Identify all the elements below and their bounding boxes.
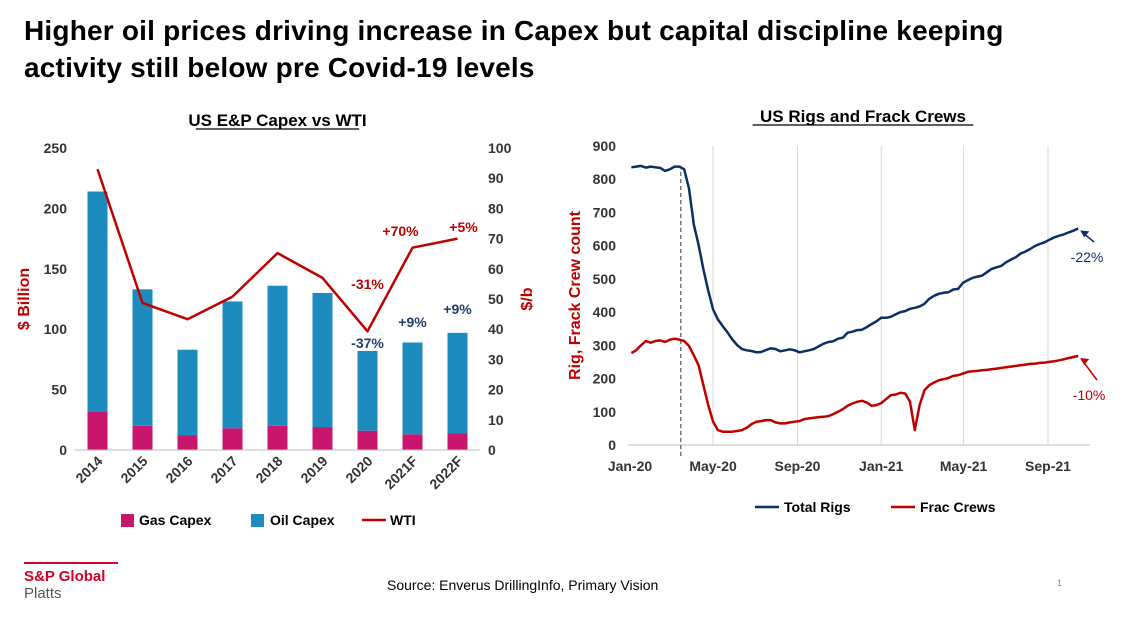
- x-tick-label: May-20: [689, 458, 737, 474]
- wti-2020-change-label: -31%: [351, 276, 384, 292]
- legend-wti-label: WTI: [390, 512, 416, 528]
- y2-tick-label: 100: [488, 140, 512, 156]
- x-tick-label: Sep-21: [1025, 458, 1071, 474]
- legend-gas-capex-label: Gas Capex: [139, 512, 212, 528]
- total-rigs-arrowhead: [1080, 230, 1090, 238]
- page-number: 1: [1057, 578, 1063, 588]
- capex-wti-chart: US E&P Capex vs WTI 0 50 100 150 200 250 0 10 20 3…: [16, 111, 536, 528]
- frac-crews-arrowhead: [1080, 357, 1090, 365]
- y-tick-label: 700: [593, 204, 617, 220]
- y2-tick-label: 70: [488, 231, 504, 247]
- oil-capex-bar: [222, 301, 243, 429]
- gas-capex-bar: [222, 428, 243, 450]
- x-tick-label: Jan-20: [608, 458, 653, 474]
- y2-tick-label: 40: [488, 321, 504, 337]
- total-rigs-change-label: -22%: [1071, 249, 1104, 265]
- x-tick-label: 2014: [72, 453, 105, 486]
- y-tick-label: 150: [44, 261, 68, 277]
- legend-frac-crews-label: Frac Crews: [920, 499, 996, 515]
- legend-gas-capex-swatch: [121, 514, 134, 527]
- x-tick-label: 2015: [117, 453, 150, 486]
- oil-capex-bar: [312, 292, 333, 428]
- y2-tick-label: 60: [488, 261, 504, 277]
- y-tick-label: 50: [51, 382, 67, 398]
- x-tick-label: 2017: [207, 453, 240, 486]
- y-tick-label: 0: [59, 442, 67, 458]
- x-tick-label: May-21: [940, 458, 988, 474]
- chart-title: US Rigs and Frack Crews: [760, 107, 966, 126]
- y2-tick-label: 0: [488, 442, 496, 458]
- y-tick-label: 800: [593, 171, 617, 187]
- x-tick-label: Jan-21: [859, 458, 904, 474]
- y2-tick-label: 20: [488, 382, 504, 398]
- gas-capex-bar: [132, 425, 153, 450]
- x-tick-label: 2022F: [426, 452, 466, 492]
- gas-capex-bar: [447, 433, 468, 450]
- logo-sub: Platts: [24, 585, 62, 602]
- gas-capex-bar: [312, 427, 333, 450]
- capex-2022F-change-label: +9%: [443, 301, 472, 317]
- gas-capex-bar: [357, 430, 378, 450]
- y-tick-label: 200: [44, 200, 68, 216]
- oil-capex-bar: [447, 332, 468, 434]
- gas-capex-bar: [87, 411, 108, 450]
- y-tick-label: 900: [593, 138, 617, 154]
- wti-line: [96, 168, 458, 333]
- y-tick-label: 250: [44, 140, 68, 156]
- logo-rule: [24, 562, 118, 564]
- y-axis-label: Rig, Frack Crew count: [567, 210, 584, 380]
- capex-2020-change-label: -37%: [351, 335, 384, 351]
- x-tick-label: 2019: [297, 453, 330, 486]
- y2-axis-label: $/b: [519, 287, 536, 310]
- y-tick-label: 100: [44, 321, 68, 337]
- wti-2022F-change-label: +5%: [449, 219, 478, 235]
- oil-capex-bar: [267, 285, 288, 426]
- wti-2021F-change-label: +70%: [382, 223, 419, 239]
- x-tick-label: 2016: [162, 453, 195, 486]
- source-note: Source: Enverus DrillingInfo, Primary Vi…: [387, 577, 659, 593]
- gas-capex-bar: [177, 435, 198, 450]
- capex-2021F-change-label: +9%: [398, 314, 427, 330]
- y-tick-label: 100: [593, 404, 617, 420]
- y-tick-label: 400: [593, 304, 617, 320]
- x-tick-label: 2020: [342, 453, 375, 486]
- rigs-frac-crews-chart: US Rigs and Frack Crews 0 100 200 300 400 500 6…: [567, 107, 1105, 515]
- y2-tick-label: 30: [488, 351, 504, 367]
- legend-total-rigs-label: Total Rigs: [784, 499, 851, 515]
- y-tick-label: 200: [593, 371, 617, 387]
- x-tick-label: Sep-20: [775, 458, 821, 474]
- oil-capex-bar: [402, 342, 423, 435]
- gas-capex-bar: [402, 434, 423, 450]
- y2-tick-label: 50: [488, 291, 504, 307]
- x-tick-label: 2021F: [381, 452, 421, 492]
- y2-tick-label: 90: [488, 170, 504, 186]
- sp-global-platts-logo: S&P Global Platts: [24, 562, 118, 602]
- y-tick-label: 500: [593, 271, 617, 287]
- logo-brand: S&P Global: [24, 568, 106, 585]
- y-tick-label: 300: [593, 337, 617, 353]
- slide-title: Higher oil prices driving increase in Ca…: [24, 15, 1004, 83]
- oil-capex-bar: [132, 289, 153, 426]
- oil-capex-bar: [177, 349, 198, 436]
- y2-tick-label: 80: [488, 200, 504, 216]
- frac-crews-line: [630, 337, 1079, 433]
- y2-tick-label: 10: [488, 412, 504, 428]
- chart-title: US E&P Capex vs WTI: [188, 111, 366, 130]
- gas-capex-bar: [267, 425, 288, 450]
- oil-capex-bar: [87, 191, 108, 412]
- y-axis-label: $ Billion: [16, 268, 33, 330]
- y-tick-label: 600: [593, 238, 617, 254]
- frac-crews-change-label: -10%: [1073, 387, 1106, 403]
- x-tick-label: 2018: [252, 453, 285, 486]
- oil-capex-bar: [357, 350, 378, 431]
- legend-oil-capex-swatch: [251, 514, 264, 527]
- total-rigs-line: [631, 164, 1079, 354]
- y-tick-label: 0: [608, 437, 616, 453]
- legend-oil-capex-label: Oil Capex: [270, 512, 335, 528]
